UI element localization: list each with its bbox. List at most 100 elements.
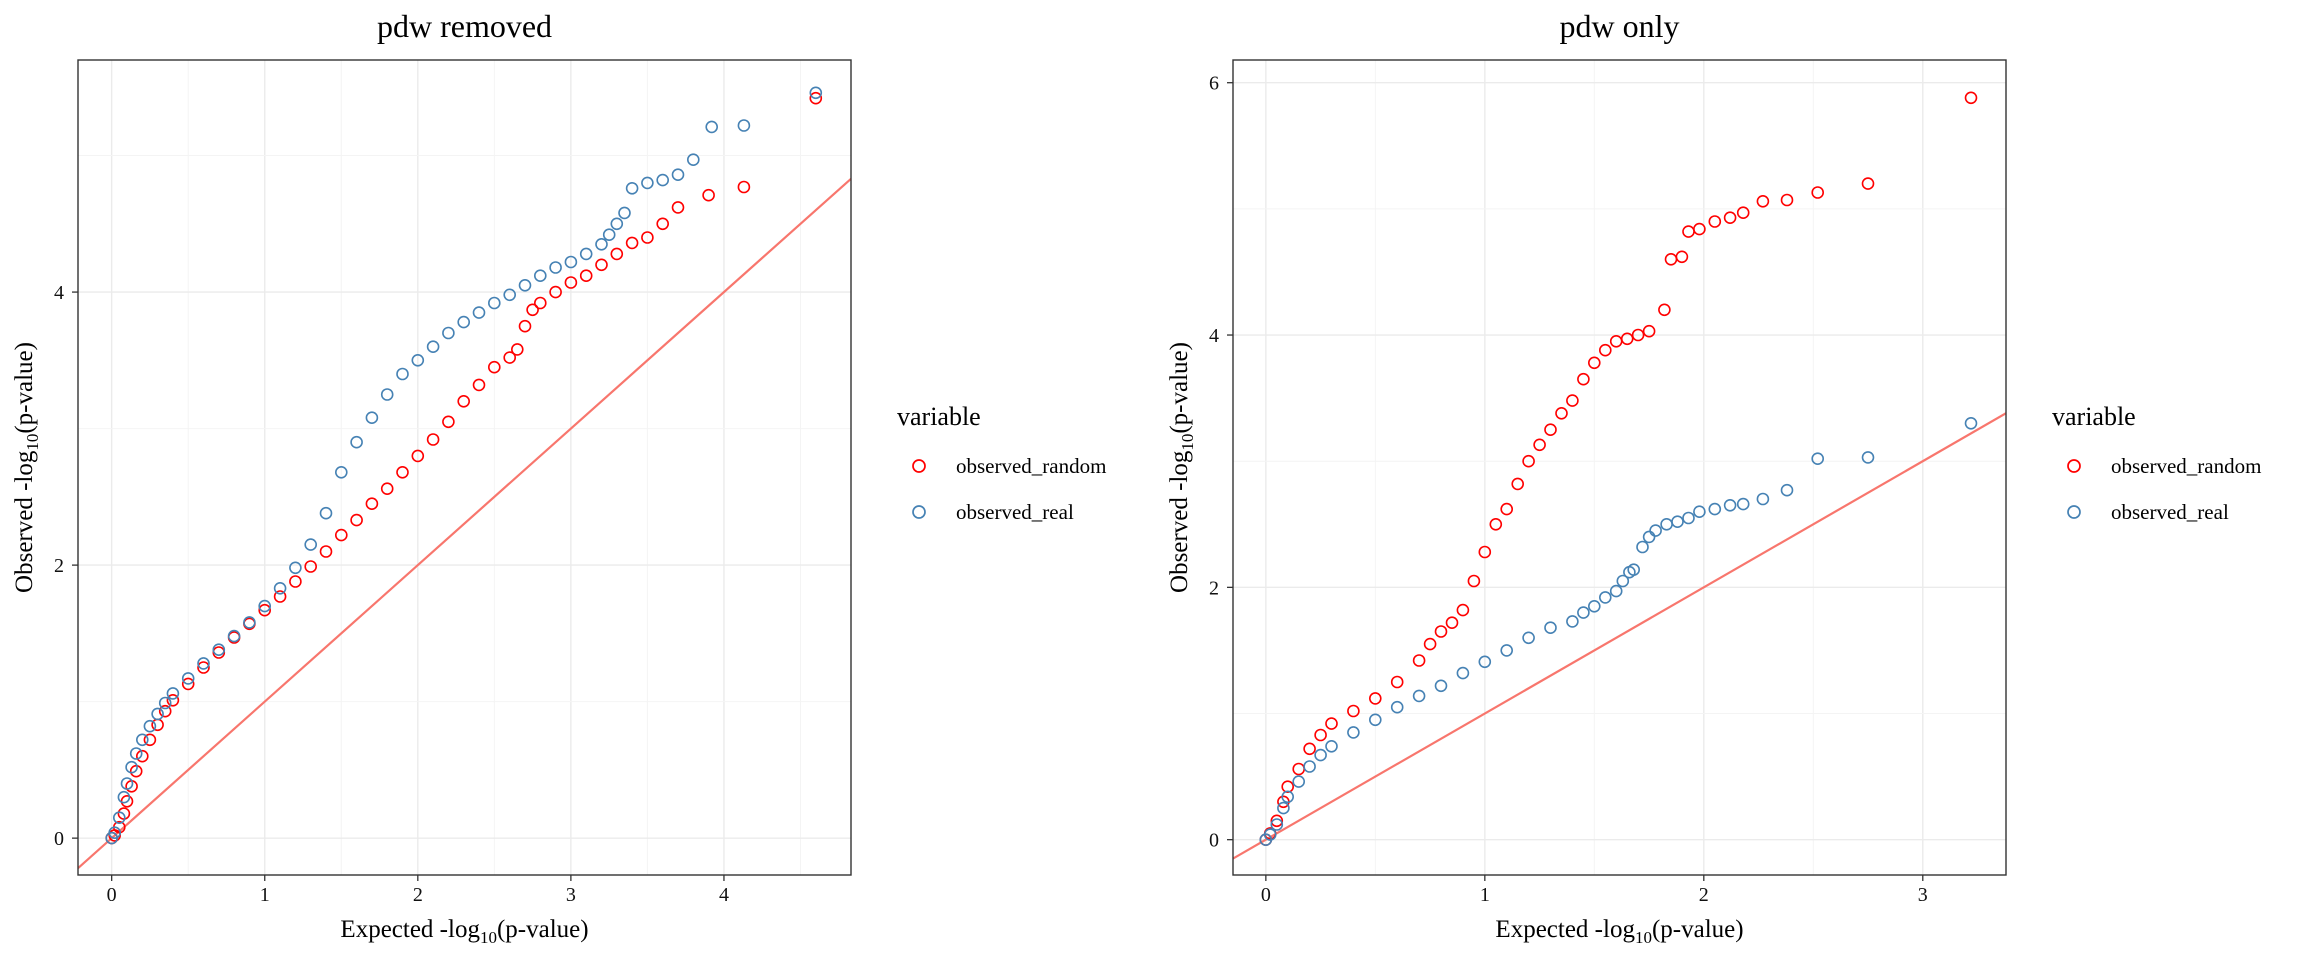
data-point: [705, 120, 719, 134]
data-point: [610, 247, 624, 261]
panel-border: [77, 59, 852, 876]
x-tick-label: 4: [719, 884, 729, 906]
data-point: [1780, 483, 1794, 497]
data-point: [1303, 742, 1316, 756]
data-point: [1325, 739, 1338, 753]
data-point: [1588, 356, 1601, 370]
data-point: [442, 326, 455, 340]
legend-title: variable: [2052, 402, 2136, 431]
data-point: [1270, 814, 1284, 828]
data-point: [487, 360, 501, 374]
data-point: [526, 303, 539, 317]
data-point: [1544, 423, 1557, 437]
data-point: [158, 696, 172, 710]
data-point: [625, 182, 639, 195]
data-point: [334, 528, 348, 542]
data-point: [396, 367, 409, 381]
data-point: [1693, 222, 1706, 236]
panel-border: [1232, 59, 2007, 876]
data-point: [595, 238, 608, 251]
data-point: [166, 693, 180, 707]
y-tick-label: 4: [54, 282, 64, 304]
data-point: [1811, 186, 1824, 199]
data-point: [1811, 452, 1824, 466]
data-point: [411, 353, 425, 367]
data-point: [457, 315, 471, 329]
data-point: [273, 581, 287, 595]
legend-label: observed_random: [2111, 454, 2261, 478]
data-point: [396, 465, 409, 479]
data-point: [564, 276, 578, 289]
legend-label: observed_real: [956, 500, 1074, 524]
x-tick-label: 1: [1480, 884, 1490, 906]
data-point: [602, 228, 616, 241]
data-point: [1467, 574, 1481, 588]
data-point: [1263, 828, 1277, 841]
data-point: [108, 826, 121, 840]
data-point: [1649, 524, 1662, 537]
data-point: [1522, 454, 1535, 468]
data-point: [166, 687, 180, 700]
x-tick-label: 0: [1261, 884, 1271, 906]
x-tick-label: 1: [260, 884, 270, 906]
series-observed-real: [105, 86, 823, 845]
data-point: [503, 288, 517, 302]
data-point: [181, 677, 195, 691]
data-point: [1500, 644, 1513, 657]
data-point: [1566, 615, 1579, 628]
data-point: [595, 258, 608, 272]
data-point: [1756, 492, 1770, 506]
data-point: [304, 560, 318, 573]
data-point: [1964, 91, 1978, 105]
data-point: [1347, 726, 1360, 739]
data-point: [1555, 406, 1568, 420]
points: [105, 86, 823, 845]
data-point: [1609, 584, 1623, 598]
gridlines: [78, 60, 851, 875]
data-point: [1588, 599, 1601, 613]
x-tick-label: 3: [1918, 884, 1928, 906]
data-point: [1325, 717, 1338, 730]
data-point: [1566, 394, 1579, 407]
chart-title: pdw removed: [377, 8, 552, 44]
data-point: [380, 482, 394, 496]
data-point: [181, 672, 195, 685]
data-point: [1599, 343, 1612, 357]
data-point: [1347, 704, 1360, 718]
data-point: [503, 351, 517, 364]
data-point: [1522, 631, 1535, 645]
data-point: [1369, 692, 1382, 705]
data-point: [319, 545, 333, 558]
data-point: [1675, 250, 1689, 264]
data-point: [143, 733, 157, 747]
y-axis-label: Observed -log10(p-value): [11, 342, 42, 593]
data-point: [1861, 451, 1875, 464]
data-point: [1281, 780, 1294, 794]
data-point: [380, 388, 394, 401]
legend-label: observed_real: [2111, 500, 2229, 524]
data-point: [1723, 211, 1737, 224]
data-point: [510, 343, 524, 356]
data-point: [1270, 818, 1284, 831]
x-tick-label: 0: [107, 884, 117, 906]
y-tick-label: 2: [1209, 577, 1219, 599]
data-point: [1292, 775, 1305, 788]
y-tick-label: 2: [54, 555, 64, 577]
data-point: [656, 217, 670, 231]
data-point: [472, 306, 486, 319]
data-point: [227, 629, 241, 643]
x-tick-label: 2: [1699, 884, 1709, 906]
legend-key-observed-real: [2067, 505, 2081, 519]
data-point: [487, 296, 501, 310]
data-point: [1693, 505, 1706, 519]
data-point: [1577, 372, 1590, 386]
data-point: [365, 497, 379, 511]
data-point: [1277, 801, 1290, 815]
data-point: [518, 278, 532, 292]
data-point: [1544, 621, 1557, 635]
data-point: [258, 603, 272, 617]
data-point: [1642, 530, 1656, 544]
data-point: [129, 747, 143, 760]
data-point: [1723, 498, 1737, 512]
data-point: [1456, 603, 1470, 617]
